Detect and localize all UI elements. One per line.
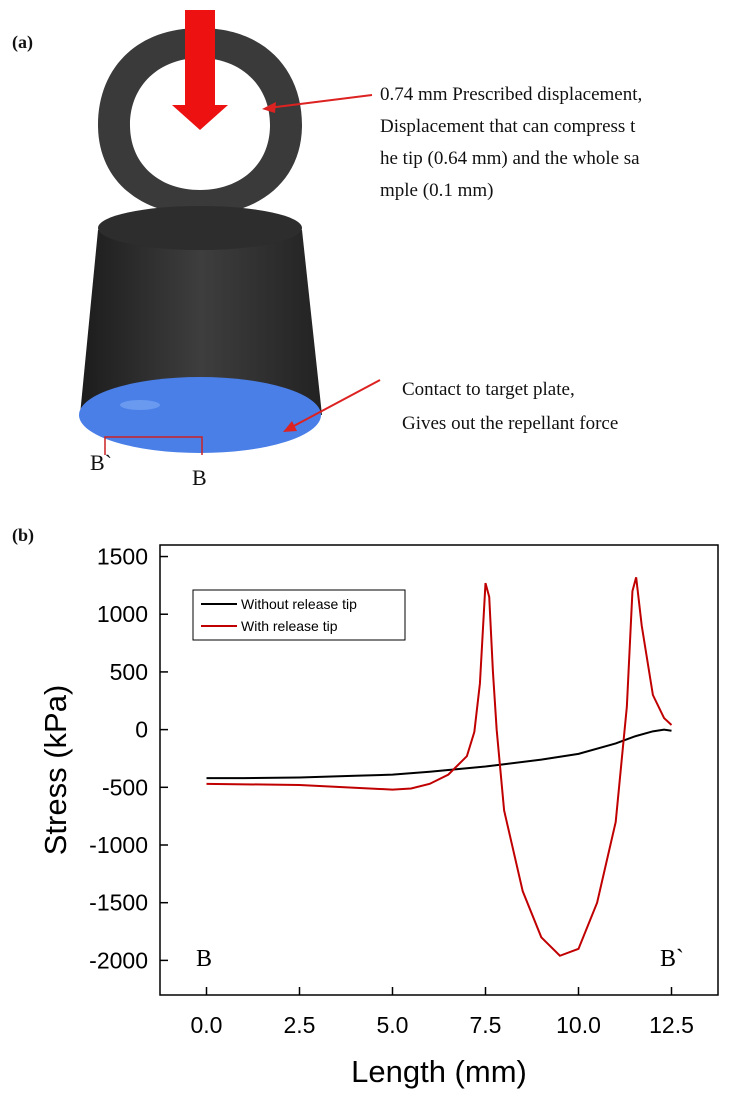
cylinder (80, 212, 322, 415)
x-tick-label: 12.5 (649, 1012, 694, 1038)
annotation: B` (660, 946, 684, 972)
tip (120, 400, 160, 410)
data-line (206, 728, 672, 780)
x-tick-label: 2.5 (284, 1012, 316, 1038)
panel-label: (b) (12, 525, 34, 546)
legend-box (192, 589, 406, 641)
callout-head (283, 421, 297, 432)
x-axis-label: Length (mm) (351, 1054, 527, 1089)
y-tick-label: 1500 (97, 544, 148, 570)
callout-head (262, 102, 276, 113)
x-tick-label: 10.0 (556, 1012, 601, 1038)
chart: -2000 -1500 -1000 -500 0 500 1000 1500 0.0 2.5 5.0… (38, 544, 719, 1089)
annotation: he tip (0.64 mm) and the whole sa (380, 148, 640, 169)
x-tick-label: 0.0 (191, 1012, 223, 1038)
annotation: 0.74 mm Prescribed displacement, (380, 84, 642, 105)
illustration (79, 10, 381, 455)
cylinder-top (98, 206, 302, 250)
x-tick-label: 7.5 (470, 1012, 502, 1038)
legend-label: Without release tip (241, 596, 357, 612)
ring (98, 28, 302, 215)
annotation: Gives out the repellant force (402, 413, 618, 434)
legend-label: With release tip (241, 618, 338, 634)
y-tick-label: 1000 (97, 601, 148, 627)
y-tick-label: -2000 (89, 947, 148, 973)
contact-face (79, 377, 321, 453)
marker-label: B (192, 465, 207, 490)
annotation: Displacement that can compress t (380, 116, 636, 137)
y-tick-label: 500 (110, 659, 148, 685)
y-tick-label: -500 (102, 774, 148, 800)
callout-line (267, 94, 373, 109)
y-tick-label: -1500 (89, 890, 148, 916)
load-arrow (172, 10, 228, 130)
panel-label: (a) (12, 32, 33, 53)
annotation: mple (0.1 mm) (380, 180, 493, 201)
y-tick-label: 0 (135, 717, 148, 743)
section-line (104, 436, 203, 455)
marker-label: B` (90, 450, 112, 475)
data-line (206, 577, 673, 957)
plot-frame (159, 544, 719, 996)
annotation: Contact to target plate, (402, 379, 575, 400)
y-axis-label: Stress (kPa) (38, 685, 73, 856)
x-tick-label: 5.0 (377, 1012, 409, 1038)
y-tick-label: -1000 (89, 832, 148, 858)
annotation: B (196, 946, 212, 972)
callout-line (289, 379, 381, 429)
